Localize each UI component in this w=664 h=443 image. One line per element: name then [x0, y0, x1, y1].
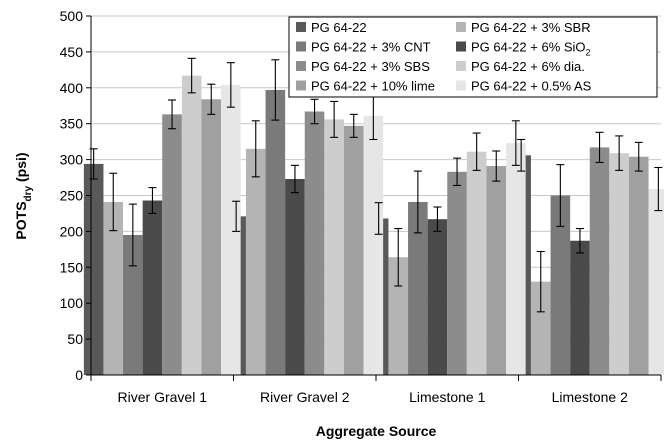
bar — [201, 99, 222, 376]
bar — [304, 111, 325, 375]
legend-label: PG 64-22 + 6% SiO2 — [471, 40, 591, 58]
legend-box — [288, 16, 658, 98]
y-tick-label: 300 — [60, 152, 84, 168]
bar — [648, 189, 664, 375]
bar — [162, 114, 182, 375]
legend: PG 64-22 PG 64-22 + 3% SBR PG 64-22 + 3% C… — [288, 16, 658, 98]
legend-label: PG 64-22 + 3% SBR — [471, 20, 591, 35]
x-tick-label: Limestone 2 — [552, 389, 628, 405]
bar — [628, 156, 649, 375]
bar — [570, 240, 590, 375]
bar — [142, 200, 163, 375]
bar — [324, 119, 344, 375]
legend-swatch — [296, 80, 306, 91]
bar — [221, 84, 241, 375]
legend-label: PG 64-22 + 10% lime — [311, 79, 435, 94]
y-tick-label: 200 — [60, 223, 84, 239]
axes — [86, 15, 662, 381]
legend-label: PG 64-22 + 3% SBS — [311, 59, 430, 74]
legend-swatch — [296, 61, 306, 71]
bar — [388, 257, 409, 375]
legend-label: PG 64-22 — [311, 20, 367, 35]
legend-swatch — [456, 61, 466, 71]
y-axis-title-subscript: dry — [23, 185, 34, 201]
bar — [609, 153, 629, 375]
legend-label: PG 64-22 + 3% CNT — [311, 40, 431, 55]
bar — [589, 147, 610, 375]
bar-series — [83, 75, 664, 376]
bar — [265, 89, 286, 375]
y-axis-title-unit: (psi) — [13, 152, 29, 185]
legend-swatch — [296, 22, 306, 32]
bar — [123, 234, 143, 375]
bar — [506, 143, 526, 375]
bar — [530, 281, 551, 375]
y-tick-label: 0 — [75, 367, 83, 383]
bar — [245, 148, 266, 375]
y-tick-label: 450 — [60, 44, 84, 60]
legend-swatch — [456, 80, 466, 91]
bar — [285, 178, 305, 375]
y-tick-label: 250 — [60, 188, 84, 204]
x-axis-title: Aggregate Source — [316, 423, 437, 439]
bar — [447, 171, 467, 375]
bar — [466, 151, 487, 375]
bar — [486, 166, 507, 375]
legend-label: PG 64-22 + 6% dia. — [471, 59, 585, 74]
x-tick-labels: River Gravel 1 River Gravel 2 Limestone 1 L… — [118, 389, 629, 405]
legend-label: PG 64-22 + 0.5% AS — [471, 79, 592, 94]
bar — [343, 125, 364, 375]
bar — [408, 201, 428, 375]
bar — [550, 195, 571, 375]
y-axis-title: POTSdry (psi) — [13, 152, 34, 239]
x-tick-label: River Gravel 1 — [118, 389, 208, 405]
y-tick-label: 400 — [60, 80, 84, 96]
bar — [363, 115, 384, 375]
bar — [427, 219, 448, 375]
error-bars — [89, 57, 663, 313]
y-tick-label: 50 — [67, 331, 83, 347]
y-tick-label: 350 — [60, 116, 84, 132]
legend-swatch — [296, 41, 306, 52]
x-tick-label: River Gravel 2 — [260, 389, 350, 405]
y-tick-label: 100 — [60, 295, 84, 311]
bar — [103, 201, 124, 375]
legend-swatch — [456, 41, 466, 52]
y-tick-labels: 0 50 100 150 200 250 300 350 400 450 500 — [60, 8, 84, 383]
bar — [83, 163, 104, 375]
legend-swatch — [456, 22, 466, 32]
x-tick-label: Limestone 1 — [409, 389, 485, 405]
bar — [181, 75, 202, 376]
y-axis-title-main: POTS — [13, 201, 29, 239]
y-tick-label: 500 — [60, 8, 84, 24]
y-tick-label: 150 — [60, 259, 84, 275]
